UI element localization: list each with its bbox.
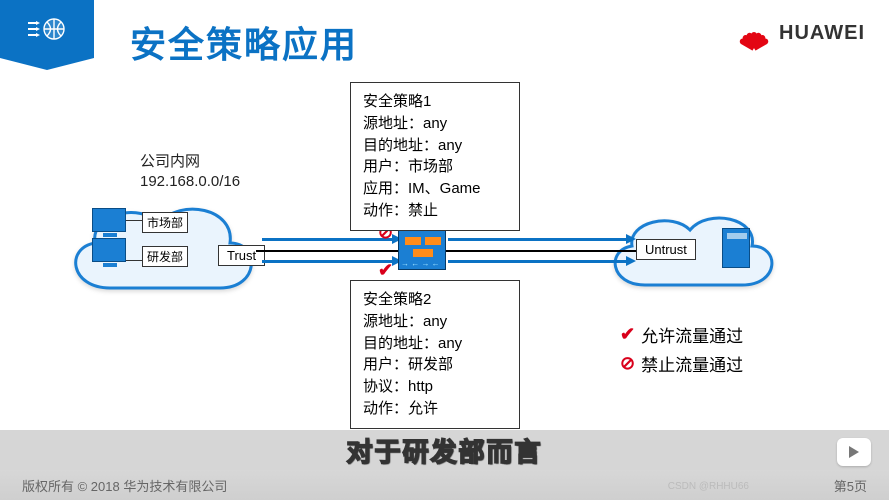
slide-footer: 版权所有 © 2018 华为技术有限公司 第5页 [0, 470, 889, 500]
trust-zone-label: Trust [218, 245, 265, 266]
untrust-zone-label: Untrust [636, 239, 696, 260]
policy1-row: 动作：禁止 [363, 200, 507, 222]
huawei-logo: HUAWEI [735, 16, 865, 50]
legend-allow: ✔ 允许流量通过 [620, 322, 743, 347]
policy1-title: 安全策略1 [363, 91, 507, 113]
check-icon: ✔ [620, 324, 635, 345]
allow-icon: ✔ [378, 260, 393, 281]
policy1-row: 目的地址：any [363, 135, 507, 157]
copyright-text: 版权所有 © 2018 华为技术有限公司 [22, 476, 227, 495]
pc-group [92, 208, 126, 268]
legend-deny: ⊘ 禁止流量通过 [620, 351, 743, 376]
server-icon [722, 228, 750, 268]
header-badge [0, 0, 94, 58]
policy2-row: 协议：http [363, 376, 507, 398]
stop-icon: ⊘ [620, 353, 635, 374]
policy2-row: 目的地址：any [363, 333, 507, 355]
huawei-petals-icon [735, 16, 773, 50]
slide-header: 安全策略应用 HUAWEI [0, 0, 889, 74]
legend: ✔ 允许流量通过 ⊘ 禁止流量通过 [620, 322, 743, 380]
policy2-row: 源地址：any [363, 311, 507, 333]
intranet-label: 公司内网 192.168.0.0/16 [140, 152, 240, 193]
page-number: 第5页 [834, 476, 867, 495]
policy2-row: 用户：研发部 [363, 354, 507, 376]
firewall-icon: → ← → ← [398, 230, 446, 270]
legend-allow-text: 允许流量通过 [641, 322, 743, 347]
pc-label-rnd: 研发部 [142, 246, 188, 267]
subtitle-text: 对于研发部而言 [346, 432, 542, 469]
policy2-title: 安全策略2 [363, 289, 507, 311]
firewall-badge-icon [24, 14, 70, 44]
flow-arrow [262, 260, 394, 263]
flow-arrow [448, 238, 628, 241]
subtitle-bar: 对于研发部而言 [0, 430, 889, 470]
play-icon[interactable] [837, 438, 871, 466]
policy1-row: 源地址：any [363, 113, 507, 135]
policy1-row: 用户：市场部 [363, 156, 507, 178]
pc-label-marketing: 市场部 [142, 212, 188, 233]
policy2-row: 动作：允许 [363, 398, 507, 420]
policy-box-2: 安全策略2 源地址：any 目的地址：any 用户：研发部 协议：http 动作… [350, 280, 520, 429]
watermark-text: CSDN @RHHU66 [668, 481, 749, 492]
legend-deny-text: 禁止流量通过 [641, 351, 743, 376]
diagram-canvas: 公司内网 192.168.0.0/16 市场部 研发部 Trust Untrus… [0, 74, 889, 460]
pc-icon [92, 238, 126, 262]
slide-title: 安全策略应用 [130, 16, 358, 68]
huawei-logo-text: HUAWEI [779, 22, 865, 45]
center-line [256, 250, 636, 252]
policy1-row: 应用：IM、Game [363, 178, 507, 200]
policy-box-1: 安全策略1 源地址：any 目的地址：any 用户：市场部 应用：IM、Game… [350, 82, 520, 231]
intranet-name: 公司内网 [140, 152, 240, 172]
flow-arrow [262, 238, 394, 241]
pc-icon [92, 208, 126, 232]
flow-arrow [448, 260, 628, 263]
